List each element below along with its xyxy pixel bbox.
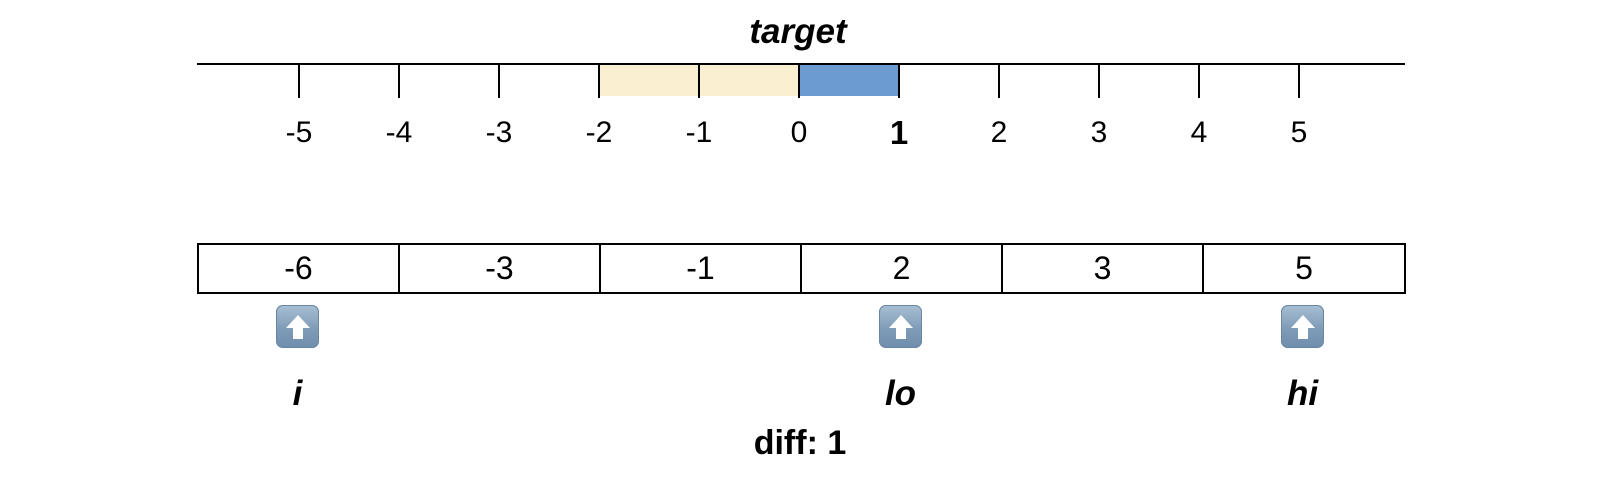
tick-label: 1: [889, 114, 909, 151]
tick-label: -2: [585, 116, 613, 149]
array-cell: -3: [400, 245, 601, 292]
up-arrow-icon: [276, 305, 319, 348]
tick-label: -5: [285, 116, 313, 149]
tick-mark: [1298, 65, 1300, 98]
pointer-i: i: [238, 305, 358, 414]
target-label: target: [749, 12, 847, 51]
tick-label: -1: [685, 116, 713, 149]
tick-mark: [898, 65, 900, 98]
array-cell: -1: [601, 245, 802, 292]
tick-label: 3: [1090, 116, 1108, 149]
tick-mark: [698, 65, 700, 98]
pointer-hi: hi: [1243, 305, 1363, 414]
tick-label: 4: [1190, 116, 1208, 149]
tick-mark: [298, 65, 300, 98]
tick-label: 5: [1290, 116, 1308, 149]
diff-text: diff:: [753, 424, 818, 462]
array-cell: 5: [1295, 250, 1313, 286]
up-arrow-icon: [1281, 305, 1324, 348]
pointer-label: lo: [884, 374, 917, 413]
target-range: [799, 65, 899, 96]
pointer-label: i: [292, 374, 303, 413]
diff-label: diff: 1: [700, 424, 900, 463]
number-line-axis: [197, 63, 1405, 65]
tick-label: -3: [485, 116, 513, 149]
tick-label: 0: [790, 116, 808, 149]
tick-mark: [598, 65, 600, 98]
array-row: -6 -3 -1 2 3 5: [197, 243, 1406, 294]
diff-value: 1: [827, 424, 847, 462]
array-cell: 2: [802, 245, 1003, 292]
pointer-label: hi: [1286, 374, 1319, 413]
tick-mark: [1098, 65, 1100, 98]
tick-mark: [398, 65, 400, 98]
array-cell: 3: [1003, 245, 1204, 292]
tick-mark: [798, 65, 800, 98]
tick-mark: [1198, 65, 1200, 98]
tick-label: -4: [385, 116, 413, 149]
tick-mark: [498, 65, 500, 98]
tick-mark: [998, 65, 1000, 98]
tick-label: 2: [990, 116, 1008, 149]
up-arrow-icon: [879, 305, 922, 348]
array-cell: -6: [199, 245, 400, 292]
pointer-lo: lo: [841, 305, 961, 414]
